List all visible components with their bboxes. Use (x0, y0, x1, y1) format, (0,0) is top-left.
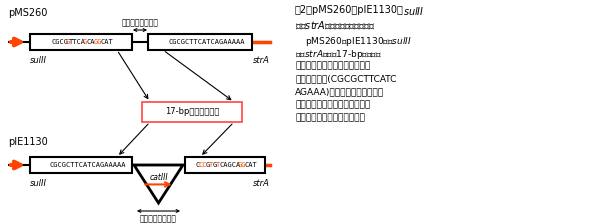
Text: 図2．pMS260とpIE1130の: 図2．pMS260とpIE1130の (295, 5, 404, 15)
Text: pMS260: pMS260 (8, 8, 48, 18)
Text: C: C (195, 162, 200, 168)
Text: T: T (216, 162, 220, 168)
Text: GG: GG (93, 39, 102, 45)
Text: sulII: sulII (30, 56, 47, 65)
Bar (30, 34, 132, 50)
Bar (30, 157, 132, 173)
Text: pMS260とpIE1130は、$\it{sulII}$: pMS260とpIE1130は、$\it{sulII}$ (305, 35, 412, 48)
Text: G: G (65, 39, 69, 45)
Text: TTCA: TTCA (69, 39, 86, 45)
Text: CAGCA: CAGCA (220, 162, 241, 168)
Text: GG: GG (237, 162, 246, 168)
Bar (148, 34, 252, 50)
Text: 塩基であることを意味する。: 塩基であることを意味する。 (295, 113, 365, 122)
Text: AGAAA)と同一な塩基、赤文字: AGAAA)と同一な塩基、赤文字 (295, 87, 384, 96)
Text: CGCGCTTCATCAGAAAAA: CGCGCTTCATCAGAAAAA (49, 162, 126, 168)
Text: G: G (213, 162, 217, 168)
Text: strA: strA (253, 56, 270, 65)
Text: CA: CA (86, 39, 95, 45)
Text: sulII: sulII (30, 179, 47, 188)
Bar (185, 157, 265, 173)
Text: CAT: CAT (244, 162, 257, 168)
Text: 配列を保有する。黒文字はコン: 配列を保有する。黒文字はコン (295, 61, 370, 70)
Bar (142, 102, 242, 122)
Text: （１６８－ｂｐ）: （１６８－ｂｐ） (122, 18, 159, 27)
Text: strA: strA (253, 179, 270, 188)
Text: （７７７－ｂｐ）: （７７７－ｂｐ） (140, 214, 177, 223)
Text: CGCG: CGCG (51, 39, 68, 45)
Text: センサス配列(CGCGCTTCATC: センサス配列(CGCGCTTCATC (295, 74, 396, 83)
Text: CC: CC (199, 162, 207, 168)
Text: G: G (83, 39, 87, 45)
Text: pIE1130: pIE1130 (8, 137, 48, 147)
Text: $\it{sulII}$: $\it{sulII}$ (403, 5, 425, 17)
Text: G: G (206, 162, 210, 168)
Text: 及び$\it{strA}$の間に17-bpの相同な: 及び$\it{strA}$の間に17-bpの相同な (295, 48, 382, 61)
Text: 17-bpの相同な配列: 17-bpの相同な配列 (165, 108, 219, 116)
Text: CAT: CAT (100, 39, 113, 45)
Text: catIII: catIII (149, 173, 168, 182)
Text: 及び$\it{strA}$間に存在する同な配列: 及び$\it{strA}$間に存在する同な配列 (295, 19, 375, 31)
Text: はコンセンサス配列とは異なる: はコンセンサス配列とは異なる (295, 100, 370, 109)
Text: T: T (209, 162, 213, 168)
Text: CGCGCTTCATCAGAAAAA: CGCGCTTCATCAGAAAAA (169, 39, 245, 45)
